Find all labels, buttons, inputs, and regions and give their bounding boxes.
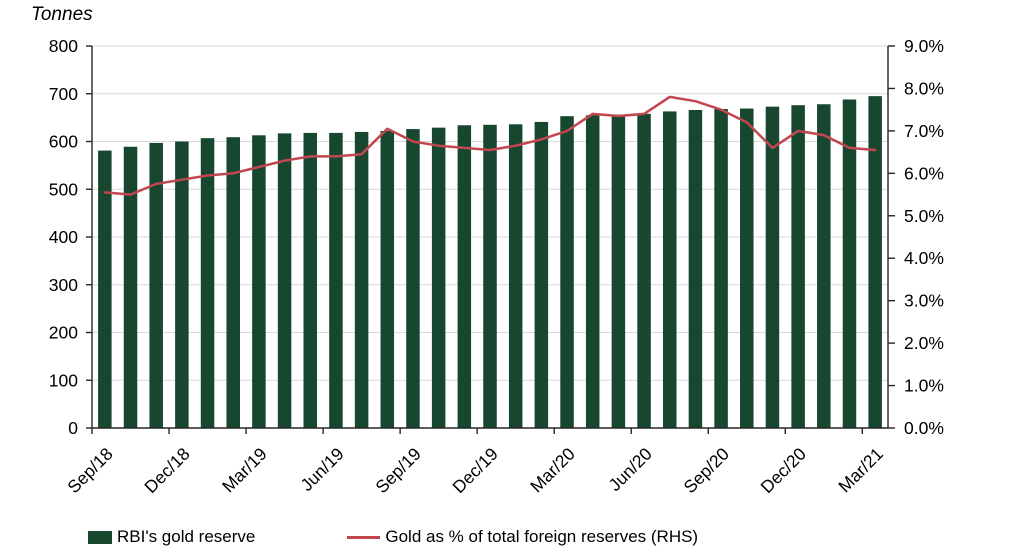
left-axis-tick-label: 0: [68, 418, 78, 438]
line-series-swatch: [347, 535, 381, 539]
legend-item-bar-series: RBI's gold reserve: [88, 527, 255, 547]
left-axis-title: Tonnes: [31, 4, 93, 25]
bar-Jul/19: [354, 131, 369, 428]
bar-May/19: [303, 132, 318, 428]
right-axis-tick-label: 4.0%: [904, 248, 944, 268]
left-axis-tick-label: 200: [49, 323, 78, 343]
bar-Jan/21: [817, 104, 831, 428]
x-axis-tick-label: Dec/18: [140, 444, 193, 497]
line-series-label: Gold as % of total foreign reserves (RHS…: [385, 527, 699, 546]
bar-Feb/20: [534, 121, 549, 429]
bar-series-label: RBI's gold reserve: [117, 527, 256, 546]
left-axis-tick-label: 700: [49, 84, 78, 104]
bar-Aug/19: [380, 130, 395, 428]
line-series: [103, 95, 877, 196]
chart-legend: RBI's gold reserve Gold as % of total fo…: [0, 527, 1024, 547]
right-axis-tick-label: 9.0%: [904, 36, 944, 56]
x-axis-tick-label: Dec/20: [757, 444, 811, 498]
bar-Sep/18: [98, 150, 112, 428]
x-axis-tick-label: Jun/19: [296, 444, 347, 495]
bar-Dec/20: [791, 105, 805, 429]
left-axis-tick-label: 500: [49, 179, 78, 199]
bar-Mar/21: [868, 96, 882, 428]
bar-Feb/19: [226, 137, 240, 428]
x-axis-tick-label: Jun/20: [605, 444, 656, 495]
bar-Oct/20: [740, 108, 754, 429]
bar-Nov/18: [149, 142, 163, 428]
right-axis-tick-label: 0.0%: [904, 418, 944, 438]
right-axis-tick-label: 2.0%: [904, 333, 944, 353]
right-axis-tick-label: 7.0%: [904, 121, 944, 141]
left-axis-tick-label: 100: [49, 370, 78, 390]
bar-Oct/18: [123, 146, 138, 428]
bar-Sep/20: [714, 109, 728, 428]
legend-item-line-series: Gold as % of total foreign reserves (RHS…: [347, 527, 698, 547]
bar-Jul/20: [662, 111, 677, 428]
right-axis-tick-label: 1.0%: [904, 376, 944, 396]
bar-Mar/19: [252, 135, 266, 429]
x-axis-tick-label: Mar/19: [218, 444, 271, 497]
bar-Jan/19: [200, 138, 215, 428]
left-axis-tick-label: 600: [49, 132, 78, 152]
bar-Sep/19: [406, 129, 420, 428]
x-axis-tick-label: Mar/21: [834, 444, 887, 497]
bar-Mar/20: [560, 116, 574, 428]
bar-Jun/19: [329, 132, 343, 428]
right-axis-tick-label: 5.0%: [904, 206, 944, 226]
left-axis-tick-label: 300: [49, 275, 78, 295]
bar-May/20: [611, 114, 626, 428]
bar-Dec/19: [483, 124, 497, 428]
x-axis-tick-label: Mar/20: [526, 443, 579, 496]
bar-Aug/20: [688, 109, 703, 429]
bar-Nov/20: [765, 106, 780, 428]
bar-Dec/18: [175, 141, 189, 428]
bar-series-swatch: [88, 530, 112, 544]
bar-Apr/19: [277, 133, 292, 428]
bar-Nov/19: [457, 125, 472, 428]
bar-Oct/19: [431, 127, 446, 428]
x-axis-tick-label: Sep/19: [371, 444, 424, 497]
right-axis-tick-label: 3.0%: [904, 291, 944, 311]
left-axis-tick-label: 400: [49, 227, 78, 247]
x-axis-tick-label: Dec/19: [448, 444, 501, 497]
bar-Jun/20: [637, 113, 651, 429]
left-axis-tick-label: 800: [49, 36, 78, 56]
bar-Apr/20: [585, 115, 600, 429]
bar-Feb/21: [842, 99, 857, 428]
x-axis-tick-label: Sep/20: [680, 443, 734, 497]
x-axis-tick-label: Sep/18: [63, 444, 116, 497]
bar-Jan/20: [508, 124, 523, 428]
right-axis-tick-label: 6.0%: [904, 163, 944, 183]
right-axis-tick-label: 8.0%: [904, 78, 944, 98]
